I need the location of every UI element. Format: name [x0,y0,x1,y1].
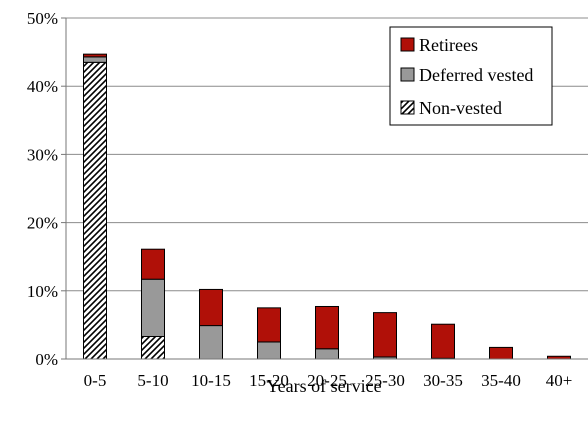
x-tick-label: 35-40 [481,371,521,390]
bar-segment-non-vested [83,61,107,360]
x-axis-tick-labels: 0-5 5-10 10-15 15-20 20-25 25-30 30-35 35-40 40+ [84,371,573,390]
bar-segment-retirees [83,53,107,58]
y-tick-label: 50% [27,9,58,28]
y-tick-label: 10% [27,282,58,301]
bar-segment-retirees [489,346,513,360]
x-tick-label: 10-15 [191,371,231,390]
y-axis-tick-labels: 0% 10% 20% 30% 40% 50% [27,9,58,369]
bar-segment-retirees [373,312,397,358]
y-tick-label: 0% [35,350,58,369]
bar-segment-deferred-vested [315,348,339,360]
x-tick-label: 40+ [546,371,573,390]
bar-segment-deferred-vested [83,56,107,63]
x-axis-title: Years of service [266,376,381,396]
legend-label-retirees: Retirees [419,35,478,55]
x-tick-label: 25-30 [365,371,405,390]
legend-box [389,26,553,126]
x-tick-label: 5-10 [137,371,168,390]
y-tick-label: 30% [27,145,58,164]
legend-swatch-deferred-vested [400,67,415,82]
legend-label-deferred-vested: Deferred vested [419,65,533,85]
y-tick-label: 40% [27,77,58,96]
bar-segment-deferred-vested [141,278,165,337]
bar-segment-retirees [431,323,455,359]
bar-segment-retirees [199,288,223,327]
x-tick-label: 20-25 [307,371,347,390]
x-tick-label: 0-5 [84,371,107,390]
bar-segment-retirees [315,305,339,350]
x-tick-label: 15-20 [249,371,289,390]
bar-segment-deferred-vested [257,341,281,360]
legend-swatch-retirees [400,37,415,52]
bar-segment-retirees [141,248,165,280]
bar-segment-non-vested [141,335,165,360]
legend: Retirees Deferred vested Non-vested [389,26,553,126]
bar-segment-deferred-vested [199,325,223,360]
legend-label-non-vested: Non-vested [419,98,502,118]
x-tick-label: 30-35 [423,371,463,390]
y-tick-label: 20% [27,214,58,233]
legend-swatch-non-vested [400,100,415,115]
bar-segment-retirees [257,307,281,343]
